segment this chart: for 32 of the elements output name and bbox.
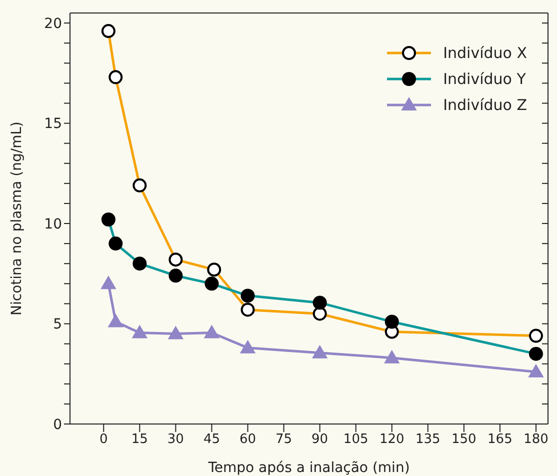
x-axis-title: Tempo após a inalação (min) [207, 460, 410, 476]
y-tick-label: 10 [44, 216, 62, 232]
y-tick-label: 20 [44, 16, 62, 32]
x-tick-label: 150 [452, 432, 476, 448]
x-tick-label: 75 [276, 432, 292, 448]
point [528, 364, 544, 378]
legend-label: Indivíduo Y [443, 70, 526, 88]
x-tick-label: 15 [131, 432, 148, 448]
point [240, 340, 256, 354]
x-tick-label: 0 [99, 432, 108, 448]
legend-label: Indivíduo Z [443, 96, 527, 114]
point [168, 326, 184, 340]
y-axis-title: Nicotina no plasma (ng/mL) [8, 122, 25, 316]
point [132, 325, 148, 338]
x-tick-label: 30 [167, 432, 184, 448]
y-tick-label: 5 [53, 316, 62, 333]
x-tick-label: 90 [312, 432, 328, 448]
x-tick-label: 60 [239, 432, 256, 448]
point [108, 314, 124, 328]
legend-label: Indivíduo X [443, 44, 527, 62]
x-tick-label: 165 [488, 432, 512, 448]
point [312, 345, 328, 358]
point [204, 325, 220, 338]
point [100, 276, 116, 290]
y-tick-label: 0 [53, 416, 62, 433]
y-tick-label: 15 [44, 116, 62, 132]
x-tick-label: 120 [379, 432, 404, 448]
x-tick-label: 180 [524, 432, 548, 448]
x-tick-label: 135 [415, 432, 440, 448]
point [384, 350, 400, 364]
x-tick-label: 45 [203, 432, 220, 448]
x-tick-label: 105 [343, 432, 368, 448]
